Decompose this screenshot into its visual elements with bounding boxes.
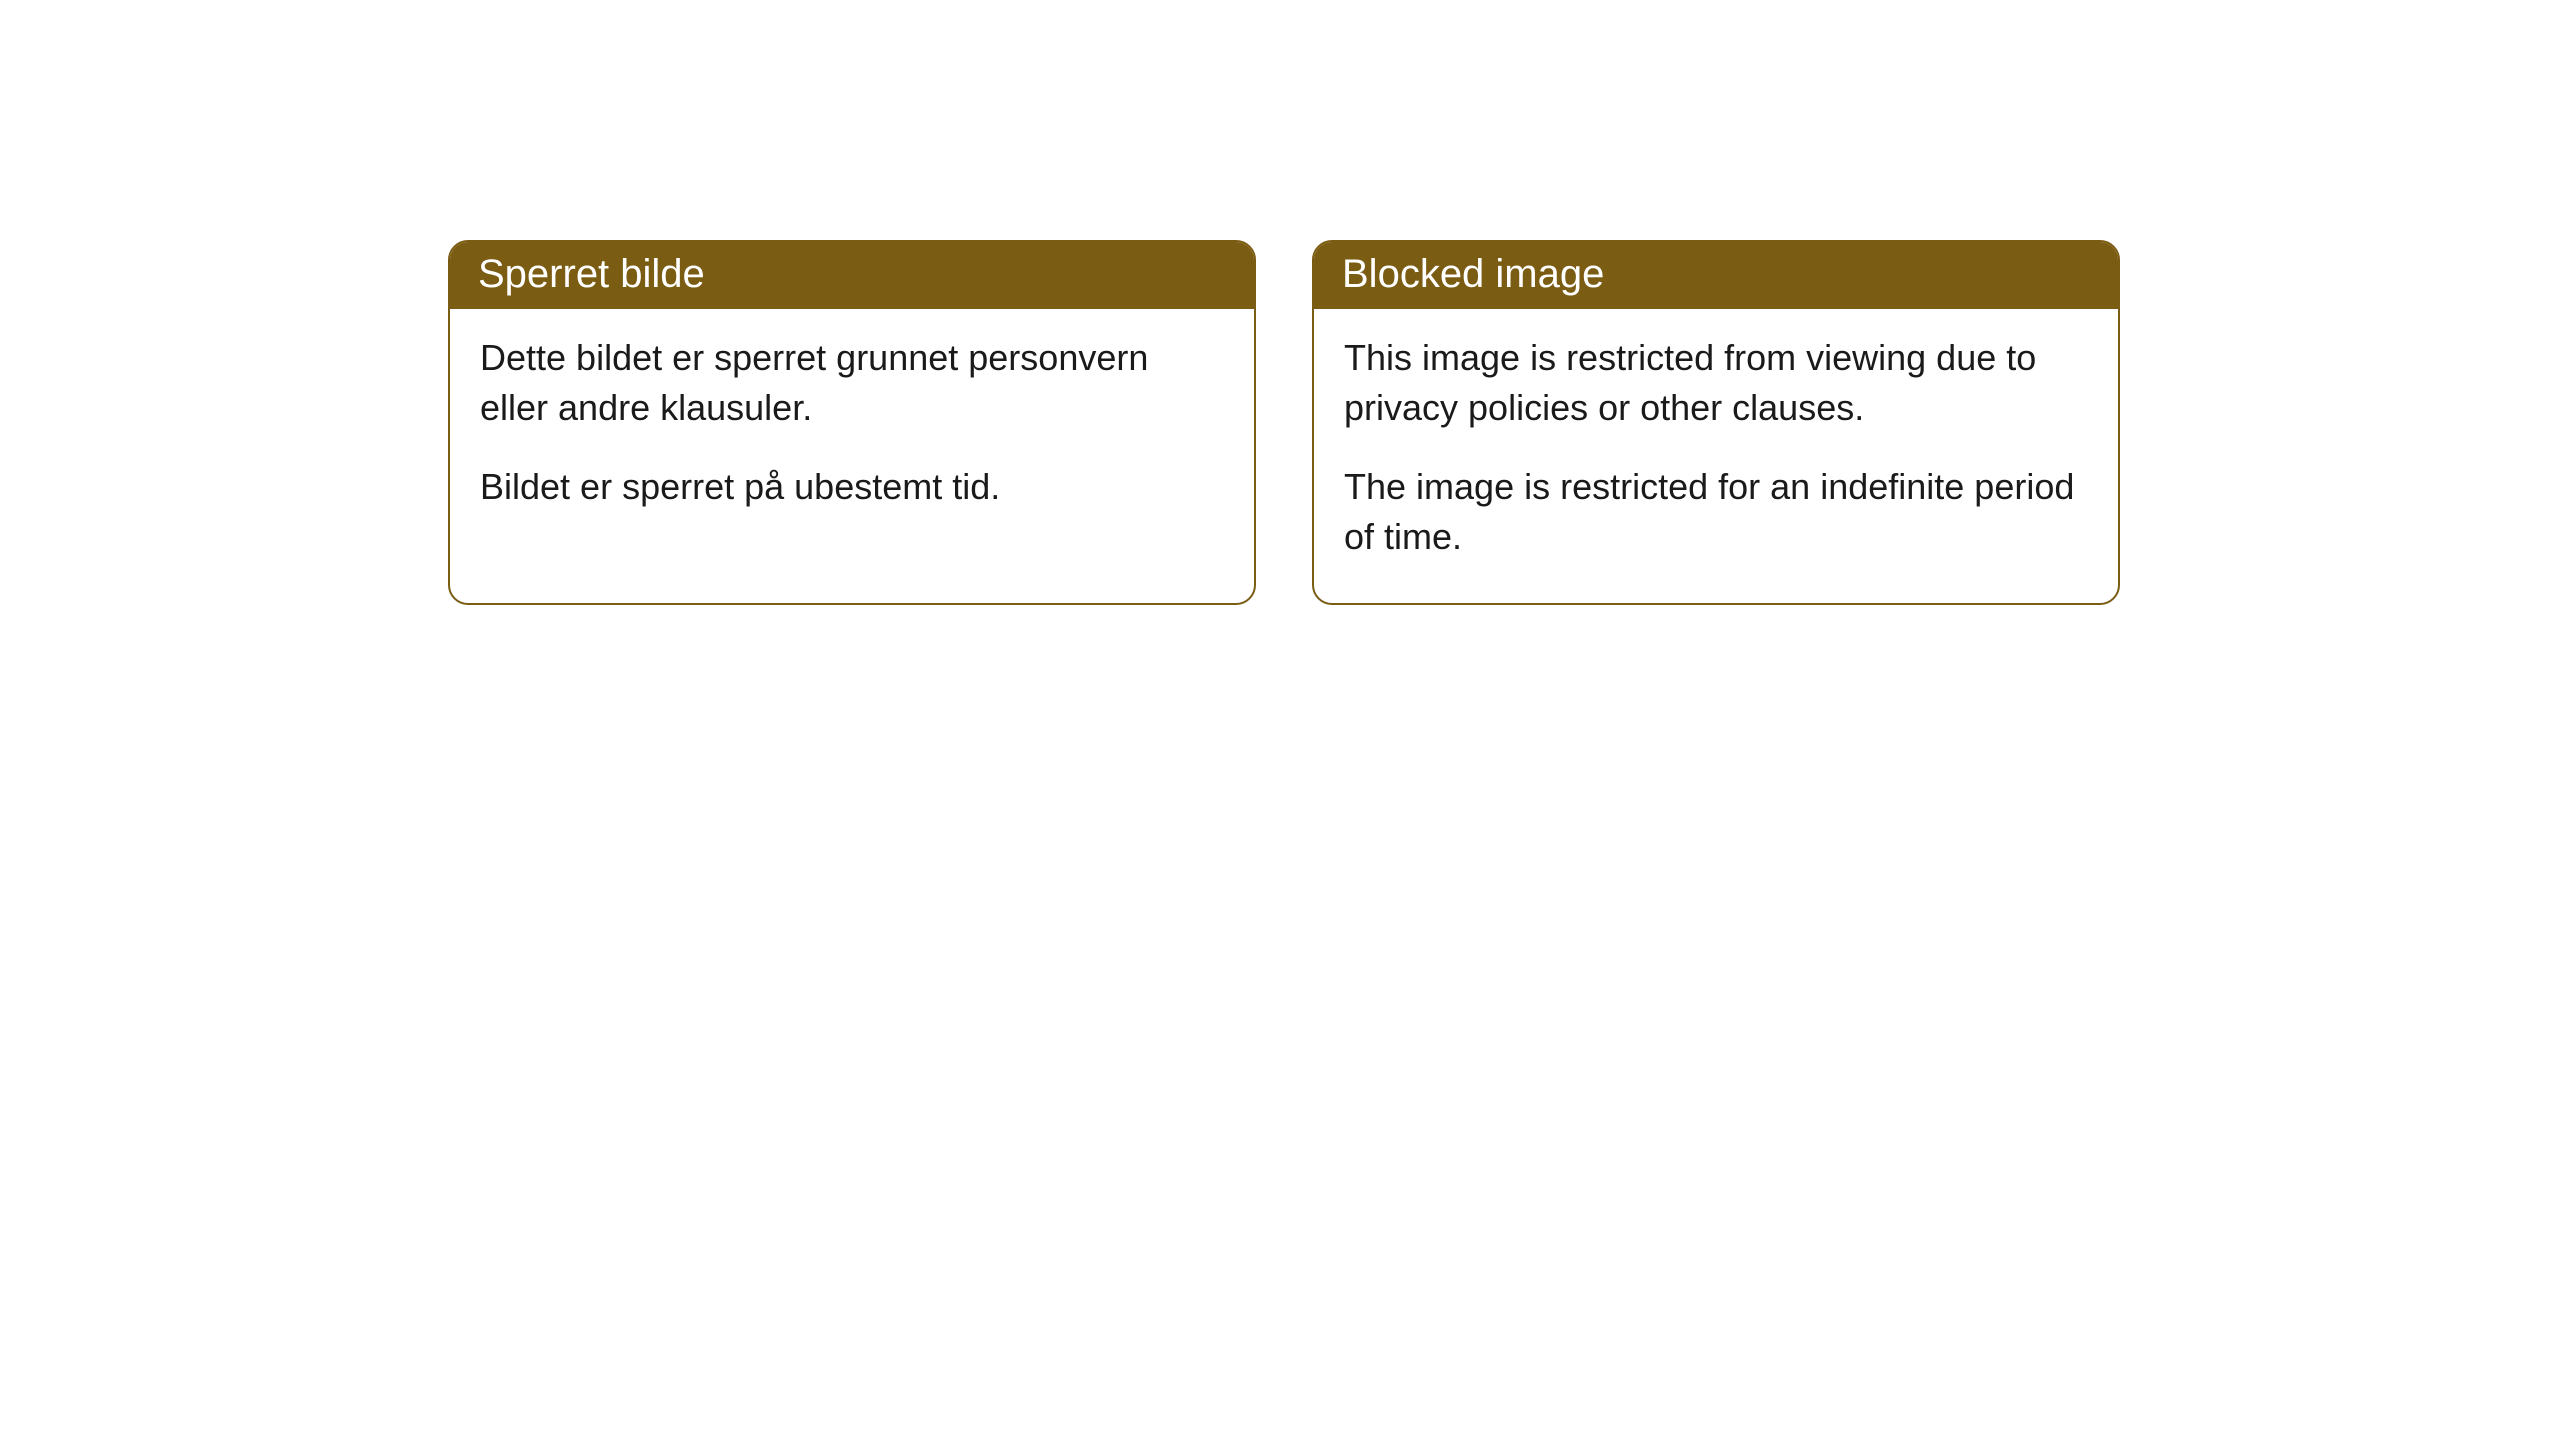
- cards-container: Sperret bilde Dette bildet er sperret gr…: [0, 0, 2560, 605]
- blocked-image-card-english: Blocked image This image is restricted f…: [1312, 240, 2120, 605]
- card-paragraph: Dette bildet er sperret grunnet personve…: [480, 333, 1224, 434]
- card-title: Sperret bilde: [450, 242, 1254, 309]
- card-body: Dette bildet er sperret grunnet personve…: [450, 309, 1254, 552]
- card-paragraph: The image is restricted for an indefinit…: [1344, 462, 2088, 563]
- blocked-image-card-norwegian: Sperret bilde Dette bildet er sperret gr…: [448, 240, 1256, 605]
- card-paragraph: This image is restricted from viewing du…: [1344, 333, 2088, 434]
- card-title: Blocked image: [1314, 242, 2118, 309]
- card-body: This image is restricted from viewing du…: [1314, 309, 2118, 603]
- card-paragraph: Bildet er sperret på ubestemt tid.: [480, 462, 1224, 512]
